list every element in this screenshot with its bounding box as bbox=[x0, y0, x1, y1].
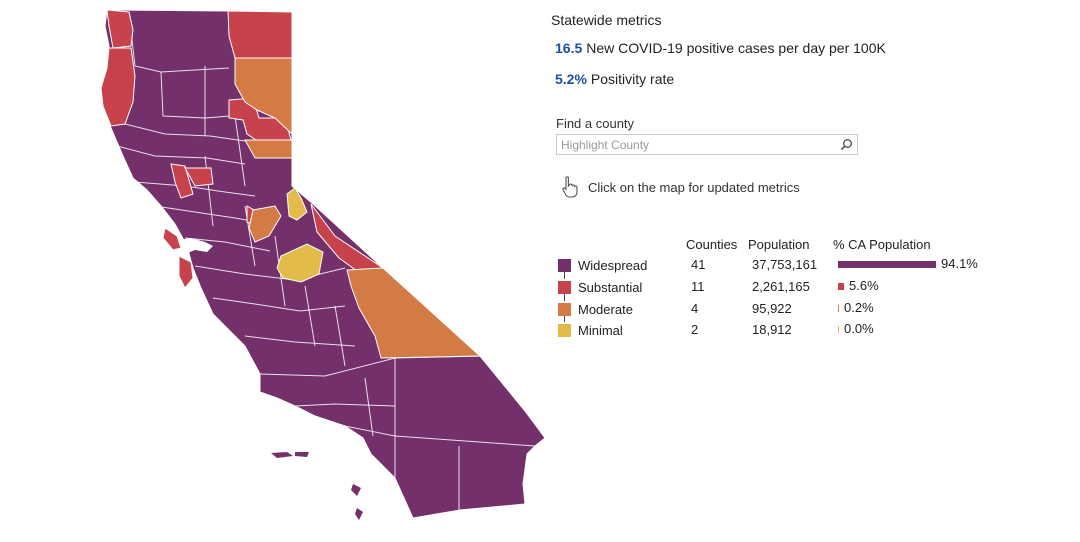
county-modoc bbox=[227, 10, 293, 59]
california-state-shape[interactable] bbox=[100, 9, 546, 519]
tier-county-count: 2 bbox=[691, 322, 699, 337]
search-icon[interactable] bbox=[840, 138, 853, 151]
metrics-panel: Statewide metrics 16.5 New COVID-19 posit… bbox=[550, 0, 1070, 542]
positivity-metric: 5.2% Positivity rate bbox=[555, 71, 674, 87]
tier-share-label: 94.1% bbox=[941, 256, 978, 271]
tier-swatch bbox=[558, 303, 571, 316]
tier-label: Substantial bbox=[578, 280, 643, 295]
california-county-map[interactable] bbox=[95, 6, 555, 536]
tier-label: Widespread bbox=[578, 258, 648, 273]
county-lassen bbox=[234, 57, 293, 136]
statewide-metrics-title: Statewide metrics bbox=[551, 12, 662, 28]
tier-county-count: 4 bbox=[691, 301, 699, 316]
tier-county-count: 41 bbox=[691, 257, 706, 272]
positivity-label: Positivity rate bbox=[590, 71, 675, 87]
click-instruction-text: Click on the map for updated metrics bbox=[588, 180, 800, 195]
legend-connector bbox=[564, 292, 565, 301]
county-el-dorado bbox=[248, 205, 282, 243]
tier-share-label: 0.2% bbox=[844, 300, 874, 315]
county-sutter-yuba bbox=[170, 163, 194, 199]
population-header: Population bbox=[748, 237, 810, 252]
tier-share-bar bbox=[838, 326, 839, 333]
ca-population-header: % CA Population bbox=[833, 237, 931, 252]
county-humboldt bbox=[100, 47, 136, 127]
tier-share-bar bbox=[838, 261, 936, 268]
tier-row-substantial[interactable]: Substantial 11 2,261,165 5.6% bbox=[550, 278, 1070, 300]
tier-minimal-counties[interactable] bbox=[276, 187, 324, 283]
tier-swatch bbox=[558, 281, 571, 294]
county-search-box[interactable] bbox=[556, 134, 858, 155]
tier-population: 95,922 bbox=[752, 301, 792, 316]
tier-county-count: 11 bbox=[691, 279, 705, 294]
tier-row-moderate[interactable]: Moderate 4 95,922 0.2% bbox=[550, 300, 1070, 322]
tier-swatch bbox=[558, 324, 571, 337]
find-county-label: Find a county bbox=[556, 116, 635, 131]
tier-share-bar bbox=[838, 305, 839, 312]
legend-connector bbox=[564, 270, 565, 279]
tier-population: 18,912 bbox=[752, 322, 792, 337]
tier-swatch bbox=[558, 259, 571, 272]
pointing-hand-icon bbox=[562, 176, 578, 198]
county-del-norte bbox=[106, 9, 134, 49]
tier-moderate-counties[interactable] bbox=[234, 57, 482, 359]
county-colusa-area bbox=[184, 167, 214, 187]
county-sierra-nevada bbox=[244, 139, 293, 159]
cases-metric: 16.5 New COVID-19 positive cases per day … bbox=[555, 40, 886, 56]
counties-header: Counties bbox=[686, 237, 738, 252]
legend-connector bbox=[564, 313, 565, 322]
county-mariposa bbox=[276, 243, 324, 283]
county-inyo bbox=[346, 267, 482, 359]
tier-population: 2,261,165 bbox=[752, 279, 810, 294]
county-search-input[interactable] bbox=[561, 136, 831, 153]
tier-share-label: 0.0% bbox=[844, 321, 874, 336]
tier-share-bar bbox=[838, 283, 844, 290]
tier-row-minimal[interactable]: Minimal 2 18,912 0.0% bbox=[550, 321, 1070, 343]
cases-label: New COVID-19 positive cases per day per … bbox=[586, 40, 886, 56]
county-alpine bbox=[286, 187, 308, 221]
channel-islands bbox=[271, 452, 363, 520]
cases-value: 16.5 bbox=[555, 40, 583, 56]
tier-label: Moderate bbox=[578, 302, 633, 317]
county-san-mateo bbox=[178, 255, 194, 289]
tier-population: 37,753,161 bbox=[752, 257, 818, 272]
san-francisco-bay bbox=[179, 238, 213, 254]
county-marin bbox=[162, 227, 182, 251]
tier-label: Minimal bbox=[578, 323, 623, 338]
positivity-value: 5.2% bbox=[555, 71, 587, 87]
tier-row-widespread[interactable]: Widespread 41 37,753,161 94.1% bbox=[550, 256, 1070, 278]
tier-share-label: 5.6% bbox=[849, 278, 879, 293]
